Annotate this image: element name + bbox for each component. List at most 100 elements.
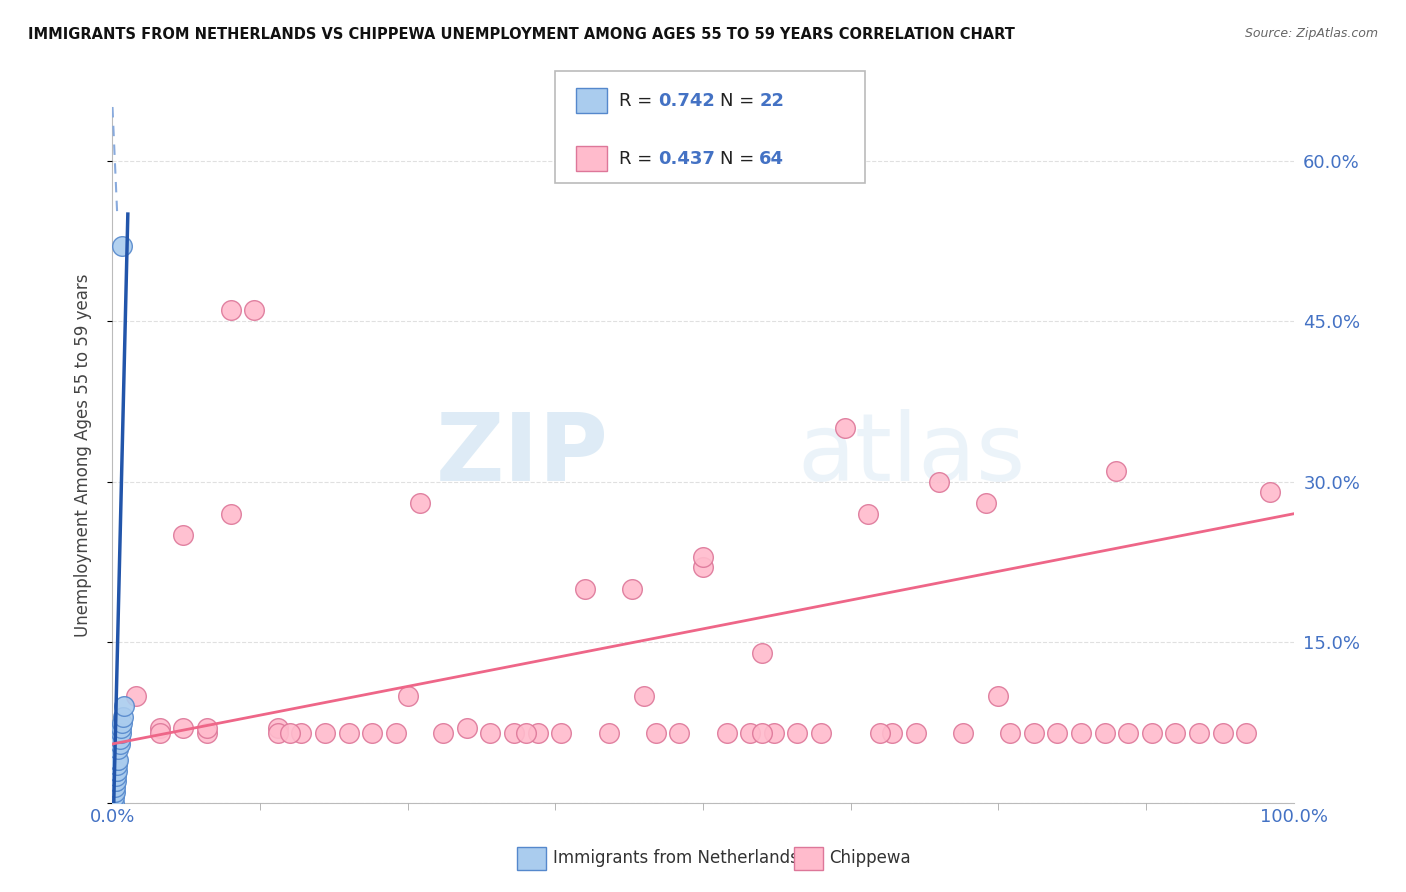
Point — [361, 726, 384, 740]
Point — [869, 726, 891, 740]
Text: Chippewa: Chippewa — [830, 849, 911, 867]
Point — [1094, 726, 1116, 740]
Y-axis label: Unemployment Among Ages 55 to 59 years: Unemployment Among Ages 55 to 59 years — [73, 273, 91, 637]
Point — [107, 742, 129, 756]
Point — [267, 726, 290, 740]
Point — [786, 726, 808, 740]
Point — [314, 726, 336, 740]
Point — [692, 549, 714, 564]
Point — [110, 726, 132, 740]
Point — [574, 582, 596, 596]
Point — [337, 726, 360, 740]
Point — [267, 721, 290, 735]
Point — [195, 726, 218, 740]
Point — [1164, 726, 1187, 740]
Point — [385, 726, 408, 740]
Point — [105, 764, 128, 778]
Point — [108, 731, 131, 746]
Point — [880, 726, 903, 740]
Point — [515, 726, 537, 740]
Point — [668, 726, 690, 740]
Point — [621, 582, 644, 596]
Point — [112, 699, 135, 714]
Point — [952, 726, 974, 740]
Point — [408, 496, 430, 510]
Point — [172, 528, 194, 542]
Point — [112, 710, 135, 724]
Point — [243, 303, 266, 318]
Text: 0.742: 0.742 — [658, 92, 714, 110]
Point — [598, 726, 620, 740]
Point — [716, 726, 738, 740]
Point — [105, 758, 128, 772]
Point — [103, 790, 125, 805]
Point — [103, 796, 125, 810]
Point — [692, 560, 714, 574]
Point — [1105, 464, 1128, 478]
Point — [105, 753, 128, 767]
Point — [105, 774, 128, 789]
Point — [290, 726, 312, 740]
Point — [104, 774, 127, 789]
Point — [219, 303, 242, 318]
Point — [111, 239, 134, 253]
Point — [1022, 726, 1045, 740]
Point — [998, 726, 1021, 740]
Text: 22: 22 — [759, 92, 785, 110]
Text: Immigrants from Netherlands: Immigrants from Netherlands — [553, 849, 799, 867]
Point — [432, 726, 454, 740]
Point — [105, 764, 128, 778]
Point — [503, 726, 526, 740]
Point — [108, 737, 131, 751]
Text: N =: N = — [720, 92, 759, 110]
Point — [110, 721, 132, 735]
Point — [456, 721, 478, 735]
Point — [105, 769, 128, 783]
Point — [149, 726, 172, 740]
Point — [858, 507, 880, 521]
Text: Source: ZipAtlas.com: Source: ZipAtlas.com — [1244, 27, 1378, 40]
Point — [740, 726, 762, 740]
Point — [644, 726, 666, 740]
Text: atlas: atlas — [797, 409, 1026, 501]
Text: ZIP: ZIP — [436, 409, 609, 501]
Point — [1188, 726, 1211, 740]
Point — [1070, 726, 1092, 740]
Point — [219, 507, 242, 521]
Point — [103, 785, 125, 799]
Text: 0.437: 0.437 — [658, 150, 714, 168]
Point — [1046, 726, 1069, 740]
Text: IMMIGRANTS FROM NETHERLANDS VS CHIPPEWA UNEMPLOYMENT AMONG AGES 55 TO 59 YEARS C: IMMIGRANTS FROM NETHERLANDS VS CHIPPEWA … — [28, 27, 1015, 42]
Point — [810, 726, 832, 740]
Point — [172, 721, 194, 735]
Point — [104, 780, 127, 794]
Point — [149, 721, 172, 735]
Text: 64: 64 — [759, 150, 785, 168]
Point — [195, 721, 218, 735]
Point — [278, 726, 301, 740]
Point — [987, 689, 1010, 703]
Point — [125, 689, 148, 703]
Point — [479, 726, 502, 740]
Point — [104, 785, 127, 799]
Point — [834, 421, 856, 435]
Point — [976, 496, 998, 510]
Point — [550, 726, 572, 740]
Point — [396, 689, 419, 703]
Point — [928, 475, 950, 489]
Text: R =: R = — [619, 92, 658, 110]
Text: N =: N = — [720, 150, 759, 168]
Point — [1234, 726, 1257, 740]
Point — [111, 715, 134, 730]
Point — [107, 753, 129, 767]
Point — [751, 726, 773, 740]
Point — [762, 726, 785, 740]
Point — [1116, 726, 1139, 740]
Point — [751, 646, 773, 660]
Point — [526, 726, 548, 740]
Point — [1140, 726, 1163, 740]
Point — [1258, 485, 1281, 500]
Point — [1212, 726, 1234, 740]
Point — [904, 726, 927, 740]
Point — [633, 689, 655, 703]
